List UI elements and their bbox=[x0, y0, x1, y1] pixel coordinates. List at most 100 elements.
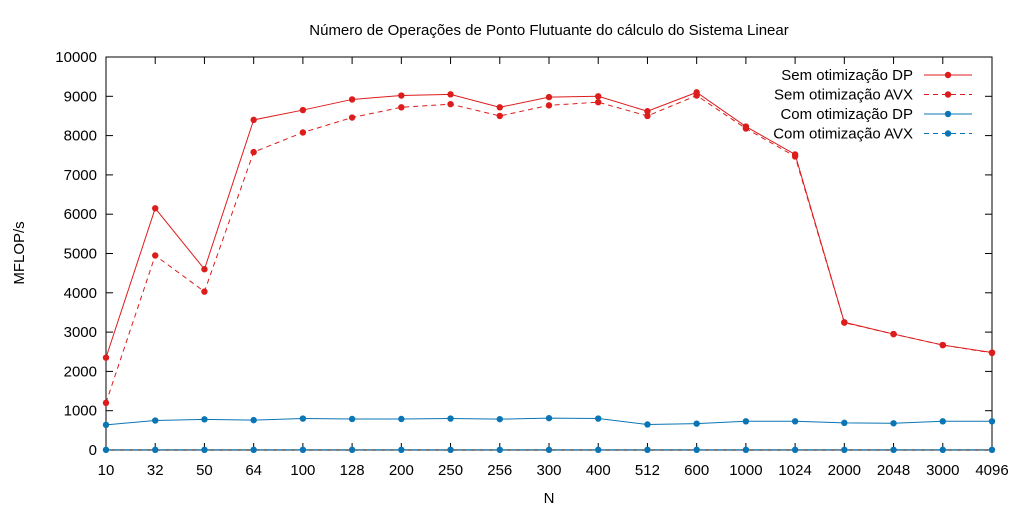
data-point bbox=[447, 100, 454, 108]
data-point bbox=[988, 418, 996, 425]
y-axis-label: MFLOP/s bbox=[11, 221, 28, 284]
data-point bbox=[348, 114, 356, 121]
data-point bbox=[250, 116, 257, 124]
axis-ticks: 0 1000 2000 3000 4000 5000 6000 7000 8000 9000 100… bbox=[55, 49, 1008, 479]
legend-label: Sem otimização AVX bbox=[774, 87, 913, 104]
x-tick-label: 250 bbox=[438, 462, 463, 479]
x-tick-label: 300 bbox=[536, 462, 561, 479]
data-point bbox=[595, 93, 602, 100]
data-point bbox=[545, 93, 553, 101]
data-point bbox=[496, 415, 503, 423]
data-point bbox=[496, 446, 503, 454]
data-point bbox=[152, 252, 159, 259]
data-point bbox=[201, 416, 208, 423]
data-point bbox=[644, 112, 651, 120]
data-point bbox=[398, 446, 405, 454]
y-tick-label: 10000 bbox=[55, 49, 97, 66]
data-point bbox=[545, 102, 553, 109]
data-point bbox=[102, 354, 110, 361]
chart-title: Número de Operações de Ponto Flutuante d… bbox=[309, 22, 788, 39]
data-point bbox=[299, 106, 307, 114]
x-tick-label: 50 bbox=[196, 462, 213, 479]
x-axis-label: N bbox=[544, 490, 555, 507]
data-point bbox=[250, 446, 257, 454]
x-tick-label: 600 bbox=[684, 462, 709, 479]
y-tick-label: 9000 bbox=[64, 88, 97, 105]
legend-swatch-point bbox=[944, 71, 952, 79]
data-point bbox=[496, 112, 503, 120]
x-tick-label: 100 bbox=[290, 462, 315, 479]
legend-swatch-point bbox=[944, 110, 952, 118]
data-point bbox=[693, 420, 700, 427]
y-tick-label: 2000 bbox=[64, 363, 97, 380]
data-point bbox=[693, 446, 700, 454]
data-point bbox=[201, 266, 208, 273]
data-point bbox=[152, 417, 159, 424]
series-group bbox=[102, 92, 996, 407]
data-point bbox=[939, 446, 946, 454]
x-tick-label: 256 bbox=[487, 462, 512, 479]
data-point bbox=[595, 415, 602, 422]
x-tick-label: 512 bbox=[635, 462, 660, 479]
data-point bbox=[791, 418, 799, 425]
x-tick-label: 200 bbox=[389, 462, 414, 479]
data-point bbox=[545, 446, 553, 454]
y-tick-label: 4000 bbox=[64, 285, 97, 302]
data-point bbox=[102, 446, 110, 454]
data-point bbox=[841, 446, 848, 454]
x-tick-label: 10 bbox=[98, 462, 115, 479]
data-point bbox=[939, 341, 946, 349]
data-point bbox=[447, 446, 454, 454]
x-tick-label: 400 bbox=[586, 462, 611, 479]
data-point bbox=[299, 446, 307, 454]
legend-swatch-point bbox=[944, 130, 952, 137]
data-point bbox=[693, 92, 700, 99]
legend-label: Com otimização DP bbox=[780, 106, 913, 123]
data-point bbox=[890, 420, 897, 427]
x-tick-label: 1024 bbox=[778, 462, 811, 479]
data-point bbox=[348, 415, 356, 423]
x-tick-label: 1000 bbox=[729, 462, 762, 479]
legend-label: Com otimização AVX bbox=[773, 126, 913, 143]
data-point bbox=[890, 330, 897, 338]
data-point bbox=[644, 108, 651, 115]
y-tick-label: 0 bbox=[89, 442, 97, 459]
data-point bbox=[398, 415, 405, 423]
data-point bbox=[595, 98, 602, 106]
data-point bbox=[102, 399, 110, 407]
x-tick-label: 32 bbox=[147, 462, 164, 479]
series-group bbox=[102, 446, 996, 454]
data-point bbox=[742, 418, 750, 425]
x-tick-label: 128 bbox=[340, 462, 365, 479]
x-tick-label: 3000 bbox=[926, 462, 959, 479]
data-point bbox=[939, 418, 946, 425]
y-tick-label: 8000 bbox=[64, 128, 97, 145]
legend: Sem otimização DP Sem otimização AVX Com o… bbox=[773, 67, 972, 143]
data-point bbox=[398, 92, 405, 99]
data-point bbox=[791, 153, 799, 160]
data-point bbox=[102, 421, 110, 429]
data-point bbox=[299, 415, 307, 422]
legend-label: Sem otimização DP bbox=[781, 67, 913, 84]
legend-swatch-point bbox=[944, 91, 952, 98]
data-point bbox=[299, 129, 307, 136]
data-point bbox=[398, 104, 405, 111]
data-point bbox=[201, 446, 208, 454]
y-tick-label: 5000 bbox=[64, 246, 97, 263]
data-point bbox=[742, 125, 750, 132]
data-point bbox=[791, 446, 799, 454]
y-tick-label: 3000 bbox=[64, 324, 97, 341]
data-point bbox=[348, 446, 356, 454]
data-point bbox=[890, 446, 897, 454]
data-point bbox=[841, 419, 848, 427]
data-point bbox=[201, 288, 208, 295]
y-tick-label: 7000 bbox=[64, 167, 97, 184]
data-point bbox=[595, 446, 602, 454]
x-tick-label: 2048 bbox=[877, 462, 910, 479]
y-tick-label: 6000 bbox=[64, 206, 97, 223]
data-point bbox=[496, 104, 503, 111]
data-point bbox=[644, 421, 651, 428]
series-group bbox=[102, 414, 996, 429]
